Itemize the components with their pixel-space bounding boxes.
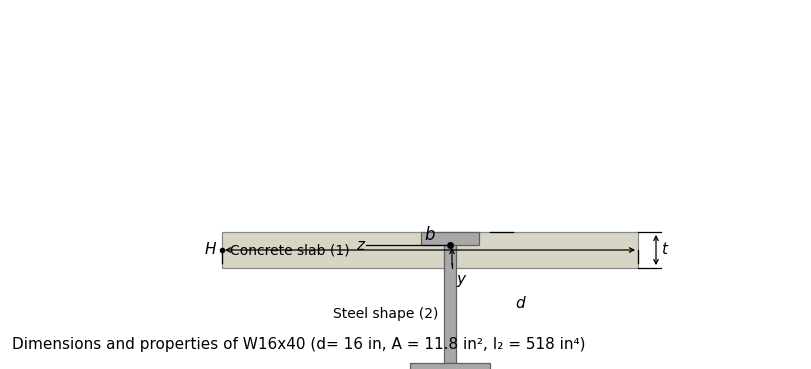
Text: d: d xyxy=(515,297,525,311)
Polygon shape xyxy=(410,363,490,369)
Polygon shape xyxy=(421,232,479,245)
Text: y: y xyxy=(456,272,465,287)
Text: z: z xyxy=(356,238,364,252)
Text: b: b xyxy=(425,226,436,244)
Polygon shape xyxy=(444,245,456,363)
Text: H: H xyxy=(204,241,216,256)
Text: Concrete slab (1): Concrete slab (1) xyxy=(230,244,350,258)
Text: Dimensions and properties of W16x40 (d= 16 in, A = 11.8 in², I₂ = 518 in⁴): Dimensions and properties of W16x40 (d= … xyxy=(12,337,586,352)
Text: t: t xyxy=(661,242,667,258)
Text: Steel shape (2): Steel shape (2) xyxy=(333,307,438,321)
Polygon shape xyxy=(222,232,638,268)
